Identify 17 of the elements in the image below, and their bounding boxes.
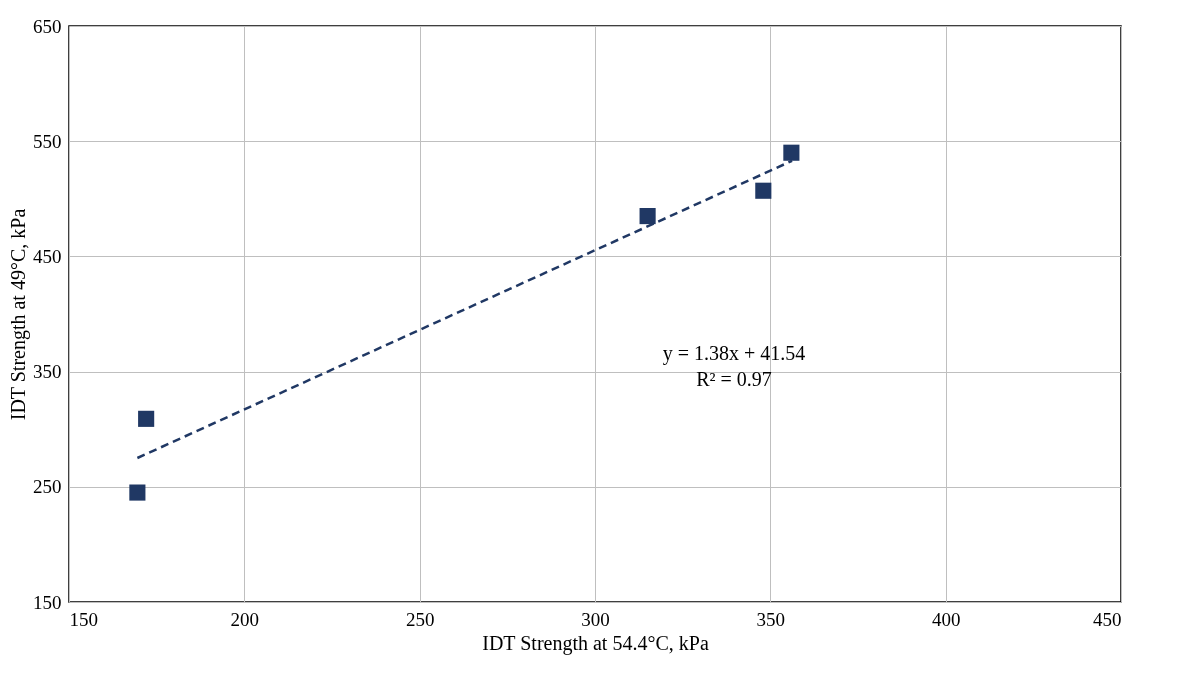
x-tick-label: 350 (756, 608, 786, 630)
y-tick-label: 550 (33, 130, 62, 152)
x-tick-label: 300 (581, 608, 610, 630)
x-axis-title: IDT Strength at 54.4°C, kPa (482, 631, 709, 655)
y-axis-title: IDT Strength at 49°C, kPa (7, 208, 30, 421)
x-tick-label: 450 (1093, 608, 1122, 630)
annotation: y = 1.38x + 41.54 (662, 342, 806, 365)
y-tick-label: 450 (33, 245, 62, 267)
y-tick-label: 350 (33, 361, 62, 383)
y-tick-label: 250 (33, 476, 62, 498)
y-tick-label: 650 (33, 15, 62, 37)
y-tick-label: 150 (33, 591, 62, 613)
x-tick-label: 400 (931, 608, 961, 630)
x-tick-label: 200 (230, 608, 260, 630)
x-tick-label: 150 (69, 608, 98, 630)
x-tick-label: 250 (405, 608, 435, 630)
annotation: R² = 0.97 (696, 368, 772, 390)
